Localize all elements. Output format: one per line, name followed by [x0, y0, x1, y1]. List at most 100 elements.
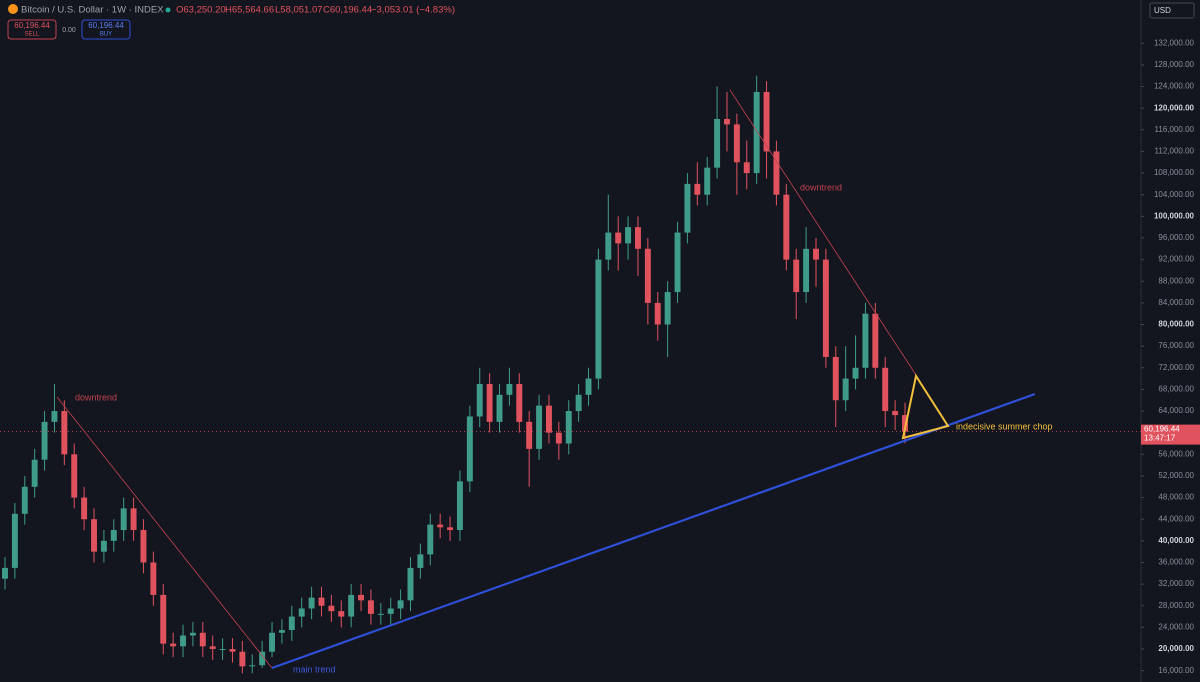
candle-body	[704, 167, 711, 195]
candle-body	[476, 383, 483, 417]
y-tick-label: 32,000.00	[1158, 579, 1194, 588]
candle-body	[635, 227, 641, 249]
plot-area	[0, 75, 1141, 674]
candle-body	[674, 232, 681, 293]
candle-body	[229, 649, 236, 652]
candle-body	[269, 632, 275, 652]
y-tick-label: 88,000.00	[1158, 276, 1194, 285]
candle-body	[763, 91, 770, 152]
candle-body	[239, 651, 246, 667]
candle-body	[892, 411, 899, 416]
y-tick-label: 20,000.00	[1158, 644, 1194, 653]
candle-body	[793, 259, 800, 293]
candle-body	[259, 651, 266, 666]
candle-body	[803, 248, 810, 293]
candle-body	[773, 151, 780, 195]
sell-button[interactable]	[7, 19, 57, 40]
candle-body	[219, 649, 226, 651]
candle-body	[51, 411, 58, 422]
candle-body	[447, 527, 454, 531]
candle-body	[120, 508, 127, 531]
ohlc-change: −3,053.01 (−4.83%)	[371, 5, 455, 16]
y-tick-label: 52,000.00	[1158, 471, 1194, 480]
annotation: downtrend	[75, 392, 117, 402]
currency-select[interactable]	[1149, 2, 1195, 19]
candle-body	[654, 302, 661, 325]
y-tick-label: 120,000.00	[1154, 103, 1195, 112]
buy-button[interactable]	[81, 19, 131, 40]
candle-body	[130, 508, 137, 531]
candle-body	[278, 630, 285, 633]
y-tick-label: 92,000.00	[1158, 255, 1194, 264]
candle-body	[308, 597, 315, 609]
candle-body	[298, 608, 305, 617]
candle-body	[872, 313, 879, 368]
candle-body	[526, 421, 533, 449]
y-tick-label: 108,000.00	[1154, 168, 1195, 177]
candle-body	[61, 411, 68, 455]
candle-body	[110, 530, 117, 541]
currency: USD	[1154, 6, 1171, 15]
y-tick-label: 40,000.00	[1158, 536, 1194, 545]
candle-body	[605, 232, 612, 260]
candle-body	[100, 540, 107, 552]
sell-label: SELL	[25, 32, 40, 38]
candle-body	[2, 567, 8, 579]
candle-body	[664, 292, 671, 325]
y-tick-label: 112,000.00	[1155, 147, 1195, 156]
candle-body	[456, 481, 463, 531]
last-price-badge	[1141, 424, 1200, 445]
candle-body	[555, 432, 562, 444]
y-tick-label: 84,000.00	[1158, 298, 1194, 307]
annotation: main trend	[293, 664, 336, 674]
candle-body	[595, 259, 602, 379]
candle-body	[160, 594, 167, 644]
candle-body	[209, 646, 216, 650]
candle-body	[516, 383, 523, 422]
candle-body	[31, 459, 38, 487]
y-tick-label: 72,000.00	[1158, 363, 1194, 372]
candle-body	[486, 383, 493, 422]
candle-body	[536, 405, 543, 449]
y-tick-label: 76,000.00	[1158, 341, 1194, 350]
candle-body	[180, 635, 186, 647]
candle-body	[91, 519, 97, 552]
candle-body	[832, 356, 839, 401]
candle-body	[427, 524, 434, 555]
coin-icon	[8, 4, 18, 14]
countdown: 13:47:17	[1144, 434, 1176, 443]
candle-body	[328, 605, 335, 612]
candle-body	[338, 611, 345, 617]
y-tick-label: 28,000.00	[1158, 601, 1194, 610]
main-trend-line	[271, 392, 1036, 670]
candle-body	[358, 594, 365, 601]
buy-label: BUY	[100, 32, 112, 38]
y-tick-label: 64,000.00	[1158, 406, 1194, 415]
y-tick-label: 104,000.00	[1154, 190, 1195, 199]
annotation: indecisive summer chop	[956, 421, 1053, 431]
candle-body	[318, 597, 325, 606]
candle-body	[407, 567, 414, 601]
downtrend-line	[56, 396, 273, 669]
candle-body	[387, 608, 394, 614]
y-tick-label: 116,000.00	[1155, 125, 1195, 134]
candle-body	[71, 454, 78, 498]
candle-body	[753, 91, 760, 174]
candle-body	[842, 378, 849, 401]
candle-body	[140, 530, 147, 563]
candle-body	[288, 616, 295, 631]
y-tick-label: 100,000.00	[1154, 211, 1195, 220]
candle-body	[496, 394, 503, 422]
ohlc-close: C60,196.44	[323, 5, 372, 16]
candle-body	[882, 367, 889, 412]
buy-price: 60,196.44	[88, 21, 124, 30]
candle-body	[714, 118, 721, 168]
candle-body	[41, 421, 48, 460]
candle-body	[694, 183, 701, 195]
y-tick-label: 44,000.00	[1158, 514, 1194, 523]
candle-body	[684, 183, 691, 233]
candle-body	[397, 600, 404, 609]
annotation: downtrend	[800, 182, 842, 192]
downtrend-line	[729, 89, 919, 379]
